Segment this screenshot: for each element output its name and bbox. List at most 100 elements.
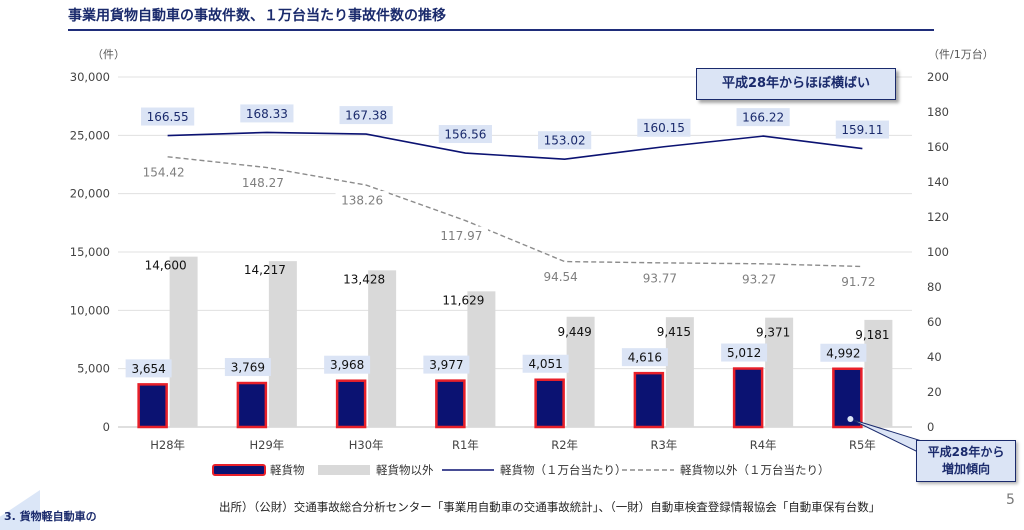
right-tick-label: 180	[927, 105, 949, 119]
bar-label-light-cargo: 4,992	[826, 346, 860, 360]
left-tick-label: 5,000	[77, 362, 110, 376]
legend-label-line-light-cargo: 軽貨物（１万台当たり）	[500, 463, 627, 477]
line-label-non-light-cargo-bg	[636, 268, 683, 287]
line-label-non-light-cargo-bg	[537, 267, 584, 286]
right-tick-label: 140	[927, 175, 949, 189]
bar-label-non-light-cargo: 9,415	[657, 325, 691, 339]
line-label-light-cargo-bg	[835, 120, 889, 139]
bar-light-cargo	[633, 371, 665, 429]
bar-label-non-light-cargo: 9,181	[855, 328, 889, 342]
line-label-non-light-cargo: 94.54	[543, 270, 577, 284]
left-tick-label: 10,000	[70, 303, 110, 317]
bar-label-light-cargo: 3,769	[231, 361, 265, 375]
line-label-non-light-cargo: 93.27	[742, 272, 776, 286]
right-tick-label: 0	[927, 420, 934, 434]
legend-label-light-cargo: 軽貨物	[270, 463, 305, 477]
line-label-light-cargo: 153.02	[544, 134, 586, 148]
bar-light-cargo	[236, 381, 268, 429]
right-tick-label: 80	[927, 280, 942, 294]
legend-swatch-non-light-cargo	[318, 465, 370, 475]
line-label-light-cargo-bg	[736, 108, 790, 127]
right-axis-unit: （件/1万台）	[928, 48, 994, 61]
x-tick-label: R2年	[551, 438, 578, 452]
right-tick-label: 40	[927, 350, 942, 364]
bar-non-light-cargo	[268, 261, 297, 427]
bar-label-light-cargo: 3,977	[429, 358, 463, 372]
line-label-light-cargo: 159.11	[841, 123, 883, 137]
line-label-non-light-cargo-bg	[236, 173, 290, 192]
bar-label-non-light-cargo: 13,428	[343, 272, 385, 286]
line-label-light-cargo-bg	[637, 118, 691, 137]
line-label-light-cargo-bg	[240, 104, 294, 123]
bar-non-light-cargo	[566, 316, 595, 427]
bar-light-cargo	[732, 367, 764, 429]
x-tick-label: H29年	[249, 438, 284, 452]
right-tick-label: 20	[927, 385, 942, 399]
right-tick-label: 60	[927, 315, 942, 329]
line-label-light-cargo: 160.15	[643, 121, 685, 135]
line-label-light-cargo-bg	[339, 106, 393, 125]
callout-pointer-tip	[847, 416, 854, 422]
bar-label-light-cargo-bg	[224, 358, 271, 377]
line-label-light-cargo-bg	[141, 107, 195, 126]
line-label-non-light-cargo-bg	[434, 226, 488, 245]
source-note: 出所）（公財）交通事故総合分析センター「事業用自動車の交通事故統計」、（一財）自…	[219, 500, 881, 514]
bar-non-light-cargo	[169, 256, 198, 427]
legend-label-line-non-light-cargo: 軽貨物以外（１万台当たり）	[680, 463, 830, 477]
x-tick-label: R5年	[849, 438, 876, 452]
right-tick-label: 120	[927, 210, 949, 224]
line-light-cargo-per-10k	[167, 131, 863, 161]
bar-label-light-cargo-bg	[820, 343, 867, 362]
bar-label-non-light-cargo: 9,371	[756, 326, 790, 340]
callout-increase-text: 平成28年から 増加傾向	[927, 445, 1005, 476]
line-label-light-cargo: 166.55	[147, 110, 189, 124]
title-underline	[68, 29, 934, 31]
line-label-non-light-cargo: 138.26	[341, 194, 383, 208]
bar-label-non-light-cargo: 11,629	[442, 293, 484, 307]
bar-label-light-cargo: 4,051	[528, 357, 562, 371]
bar-light-cargo	[335, 379, 367, 429]
bar-label-light-cargo: 4,616	[628, 351, 662, 365]
x-tick-label: H28年	[150, 438, 185, 452]
bar-label-light-cargo: 3,968	[330, 358, 364, 372]
bar-label-light-cargo: 3,654	[131, 362, 165, 376]
bar-label-non-light-cargo: 14,217	[244, 263, 286, 277]
left-tick-label: 15,000	[70, 245, 110, 259]
left-axis-unit: （件）	[92, 48, 125, 61]
left-tick-label: 0	[103, 420, 110, 434]
line-label-light-cargo-bg	[438, 125, 492, 144]
legend-swatch-light-cargo	[212, 464, 266, 476]
line-label-non-light-cargo-bg	[137, 162, 191, 181]
bar-label-light-cargo-bg	[522, 354, 569, 373]
bar-non-light-cargo	[765, 317, 794, 427]
bar-light-cargo	[137, 383, 168, 429]
legend-label-non-light-cargo: 軽貨物以外	[376, 463, 434, 477]
line-label-non-light-cargo: 148.27	[242, 176, 284, 190]
bar-label-light-cargo: 5,012	[727, 346, 761, 360]
slide-title: 事業用貨物自動車の事故件数、１万台当たり事故件数の推移	[68, 8, 446, 24]
line-label-light-cargo: 168.33	[246, 107, 288, 121]
next-section-heading: 3. 貨物軽自動車の	[4, 510, 97, 523]
bar-label-light-cargo-bg	[125, 359, 172, 378]
line-label-non-light-cargo-bg	[835, 272, 882, 291]
left-tick-label: 20,000	[70, 187, 110, 201]
line-label-non-light-cargo: 117.97	[440, 229, 482, 243]
page-number: 5	[1006, 492, 1015, 508]
x-tick-label: R1年	[452, 438, 479, 452]
bar-non-light-cargo	[864, 319, 893, 427]
bar-non-light-cargo	[368, 270, 397, 427]
line-label-light-cargo: 166.22	[742, 111, 784, 125]
x-tick-label: R4年	[750, 438, 777, 452]
bar-label-non-light-cargo: 9,449	[557, 325, 591, 339]
line-label-non-light-cargo: 154.42	[143, 165, 185, 179]
line-non-light-cargo-per-10k	[167, 156, 863, 268]
bar-label-light-cargo-bg	[721, 343, 768, 362]
accident-chart: 0 5,000 10,000 15,000 20,000 25,000 30,000 0 20 4…	[70, 70, 949, 477]
bar-light-cargo	[534, 378, 565, 429]
left-tick-label: 25,000	[70, 128, 110, 142]
bar-non-light-cargo	[665, 317, 694, 427]
left-tick-label: 30,000	[70, 70, 110, 84]
line-label-non-light-cargo: 91.72	[841, 275, 875, 289]
bar-non-light-cargo	[467, 291, 496, 427]
bar-label-non-light-cargo: 14,600	[145, 259, 187, 273]
